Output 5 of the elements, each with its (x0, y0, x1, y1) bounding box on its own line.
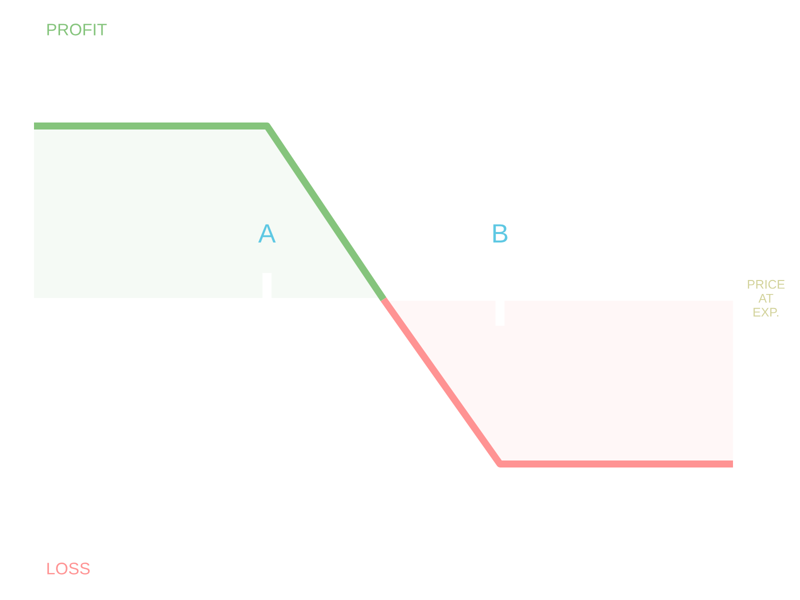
text: PROFIT (47, 24, 107, 36)
x-tick-label: B (493, 224, 508, 242)
x-axis-title: PRICE AT EXP. (748, 280, 785, 316)
x-tick-label: A (258, 224, 276, 242)
text: LOSS (47, 562, 90, 574)
